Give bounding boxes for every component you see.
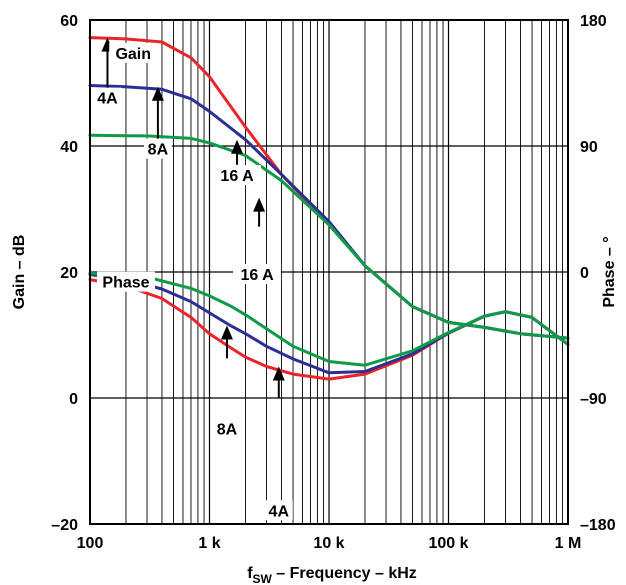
right-tick-label: 180 (580, 13, 607, 30)
annotation-backdrop (213, 165, 262, 186)
annotation-backdrop (93, 87, 122, 108)
annotation-arrow-head (253, 197, 266, 212)
left-tick-label: 60 (60, 13, 78, 30)
x-tick-label: 1 k (198, 535, 220, 552)
left-axis-title: Gain – dB (11, 235, 28, 310)
x-tick-label: 100 (77, 535, 104, 552)
annotation-backdrop (143, 138, 172, 159)
annotation-backdrop (233, 264, 282, 285)
annotation-backdrop (96, 271, 155, 292)
annotation-arrow-head (231, 139, 244, 154)
annotation-backdrop (109, 42, 158, 63)
annotation-backdrop (212, 418, 241, 439)
x-axis-title-subscript: SW (253, 572, 273, 585)
left-tick-label: –20 (51, 517, 78, 534)
annotation-backdrop (264, 500, 293, 521)
annotation-label: 4A (97, 91, 118, 108)
annotation-label: 16 A (240, 267, 274, 284)
gain-line-16a (88, 133, 570, 340)
x-axis-title-main: f (247, 565, 253, 582)
annotation-layer: Gain Phase 4A 8A 16 A 16 A 8A 4A (93, 37, 293, 521)
annotation-label: 16 A (220, 168, 254, 185)
annotation-label: 8A (217, 421, 238, 438)
x-tick-label: 1 M (555, 535, 582, 552)
right-tick-label: –180 (580, 517, 616, 534)
phase-line-16a (88, 271, 570, 367)
annotation-label: Gain (115, 46, 151, 63)
annotation-label: 8A (148, 142, 169, 159)
right-axis-title: Phase – ° (601, 236, 618, 307)
annotation-arrow-head (151, 86, 164, 101)
right-tick-label: –90 (580, 391, 607, 408)
x-axis-title-rest: – Frequency – kHz (272, 565, 417, 582)
left-tick-label: 0 (69, 391, 78, 408)
right-tick-label: 90 (580, 139, 598, 156)
plot-frame (89, 19, 569, 525)
annotation-arrow-head (220, 325, 233, 340)
tick-labels: 100 1 k 10 k 100 k 1 M 60 40 20 0 –20 180 90 0 –90 –18… (51, 13, 615, 552)
annotation-arrow-head (272, 366, 285, 381)
left-tick-label: 40 (60, 139, 78, 156)
x-tick-label: 10 k (313, 535, 344, 552)
right-tick-label: 0 (580, 265, 589, 282)
annotation-label: Phase (102, 275, 149, 292)
x-tick-label: 100 k (428, 535, 468, 552)
x-axis-title: fSW – Frequency – kHz (247, 565, 417, 585)
annotation-label: 4A (269, 503, 290, 520)
series-layer (88, 36, 570, 381)
left-tick-label: 20 (60, 265, 78, 282)
